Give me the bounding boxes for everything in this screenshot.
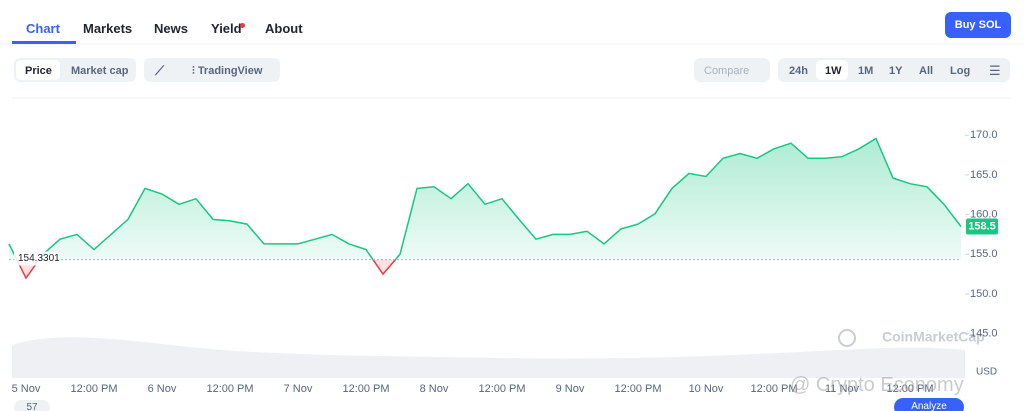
log[interactable]: Log bbox=[950, 65, 971, 77]
x-tick-label: 12:00 PM bbox=[614, 383, 661, 395]
watermark-logo bbox=[838, 329, 856, 347]
y-tick-label: 150.0 bbox=[970, 288, 998, 300]
x-tick-label: 12:00 PM bbox=[750, 383, 797, 395]
y-tick-label: 170.0 bbox=[970, 129, 998, 141]
compare[interactable]: Compare bbox=[704, 65, 750, 77]
x-tick-label: 7 Nov bbox=[284, 383, 313, 395]
line-icon[interactable]: ⟋ bbox=[155, 63, 165, 78]
x-tick-label: 8 Nov bbox=[420, 383, 449, 395]
label: TradingView bbox=[197, 65, 263, 77]
y-tick-label: 165.0 bbox=[970, 169, 998, 181]
x-tick-label: 11 Nov bbox=[825, 383, 860, 395]
y-tick-label: 145.0 bbox=[970, 327, 998, 339]
line bbox=[8, 137, 962, 260]
x-tick-label: 6 Nov bbox=[148, 383, 177, 395]
credit: @ Crypto Economy bbox=[790, 374, 964, 396]
toggle-active bbox=[16, 60, 60, 80]
price-tag bbox=[966, 218, 998, 235]
toggle[interactable]: Price bbox=[25, 65, 52, 77]
x-tick-label: 9 Nov bbox=[556, 383, 585, 395]
range[interactable]: 24h bbox=[789, 65, 808, 77]
toggle[interactable]: Market cap bbox=[71, 65, 129, 77]
tab[interactable]: About bbox=[265, 21, 303, 36]
watermark: CoinMarketCap bbox=[882, 329, 985, 345]
tab[interactable]: Markets bbox=[83, 21, 133, 36]
x-tick-label: 5 Nov bbox=[12, 383, 41, 395]
baseline-label: 154.3301 bbox=[18, 253, 60, 264]
volume-decoration bbox=[12, 337, 965, 378]
y-tick-label: 160.0 bbox=[970, 209, 998, 221]
x-tick-label: 10 Nov bbox=[689, 383, 724, 395]
icon: ⫶ bbox=[192, 65, 198, 77]
settings[interactable]: ☰ bbox=[989, 63, 1001, 78]
range-active bbox=[816, 60, 848, 80]
tab[interactable]: Yield bbox=[211, 21, 242, 36]
range[interactable]: 1W bbox=[825, 65, 842, 77]
tradingview[interactable]: ⫶ TradingView bbox=[192, 65, 262, 78]
tab-underline bbox=[12, 41, 76, 44]
range[interactable]: All bbox=[919, 65, 934, 77]
analyze[interactable]: Analyze bbox=[894, 398, 964, 411]
buy-button[interactable]: Buy SOL bbox=[945, 12, 1011, 38]
baseline-tag bbox=[14, 251, 60, 266]
y-tick-label: 155.0 bbox=[970, 248, 998, 260]
x-tick-label: 12:00 PM bbox=[70, 383, 117, 395]
y-unit: USD bbox=[976, 367, 997, 378]
range[interactable]: 1M bbox=[858, 65, 874, 77]
area bbox=[9, 138, 961, 260]
x-tick-label: 12:00 PM bbox=[478, 383, 525, 395]
tab[interactable]: News bbox=[154, 21, 188, 36]
badge[interactable]: 57 bbox=[14, 400, 50, 411]
x-tick-label: 12:00 PM bbox=[886, 383, 933, 395]
compare-box bbox=[694, 58, 770, 82]
x-tick-label: 12:00 PM bbox=[206, 383, 253, 395]
tool-group bbox=[144, 58, 280, 82]
tab[interactable]: Chart bbox=[26, 21, 60, 36]
dot bbox=[240, 23, 245, 28]
x-tick-label: 12:00 PM bbox=[342, 383, 389, 395]
range[interactable]: 1Y bbox=[889, 65, 903, 77]
price-tag-label: 158.5 bbox=[968, 220, 996, 232]
